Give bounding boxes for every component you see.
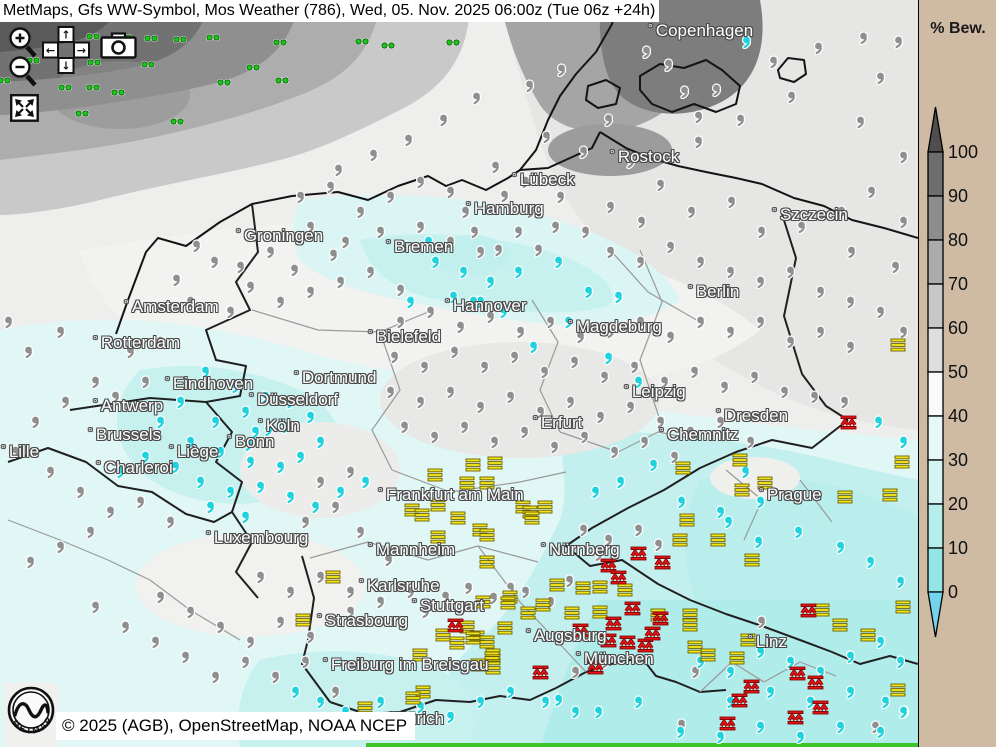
legend-tick-label: 50 [948,362,969,382]
legend-title: % Bew. [930,20,986,37]
fullscreen-icon [10,94,39,122]
legend-tick-label: 60 [948,318,969,338]
legend-tick-label: 0 [948,582,959,602]
pan-left-icon: ← [46,44,55,57]
legend-tick-label: 30 [948,450,969,470]
legend-tick-label: 20 [948,494,969,514]
pan-up-icon: ↑ [61,29,70,42]
pan-up-button[interactable] [57,26,75,43]
map-background [0,0,918,747]
metmaps-logo-icon: METMAPS [0,675,55,736]
cloud-cover-legend: % Bew. 100 90 80 70 60 50 40 30 20 10 0 [919,0,996,747]
legend-tick-label: 100 [948,142,979,162]
attribution-bar[interactable]: © 2025 (AGB), OpenStreetMap, NOAA NCEP [56,712,416,740]
zoom-out-button[interactable] [6,53,38,87]
pan-left-button[interactable] [42,41,59,59]
zoom-out-icon [9,56,37,87]
legend-tick-label: 80 [948,230,969,250]
metmaps-logo: METMAPS [0,675,58,747]
map[interactable]: ° Copenhagen ° Rostock ° Lübeck ° Hamburg ° Szcze… [0,0,919,747]
map-title: MetMaps, Gfs WW-Symbol, Mos Weather (786… [0,0,660,22]
legend-tick-label: 10 [948,538,969,558]
legend-tick-label: 70 [948,274,969,294]
zoom-in-button[interactable] [6,24,38,58]
legend-color-scale [927,106,944,638]
legend-tick-label: 40 [948,406,969,426]
pan-right-button[interactable] [73,41,90,59]
pan-right-icon: → [77,44,86,57]
pan-down-button[interactable] [57,57,75,74]
camera-icon [100,32,137,59]
fullscreen-button[interactable] [10,94,39,122]
legend-tick-label: 90 [948,186,969,206]
pan-down-icon: ↓ [61,60,70,73]
zoom-in-icon [9,27,37,58]
pan-pad: ↑ ← → ↓ [42,26,90,74]
snapshot-button[interactable] [100,32,138,60]
